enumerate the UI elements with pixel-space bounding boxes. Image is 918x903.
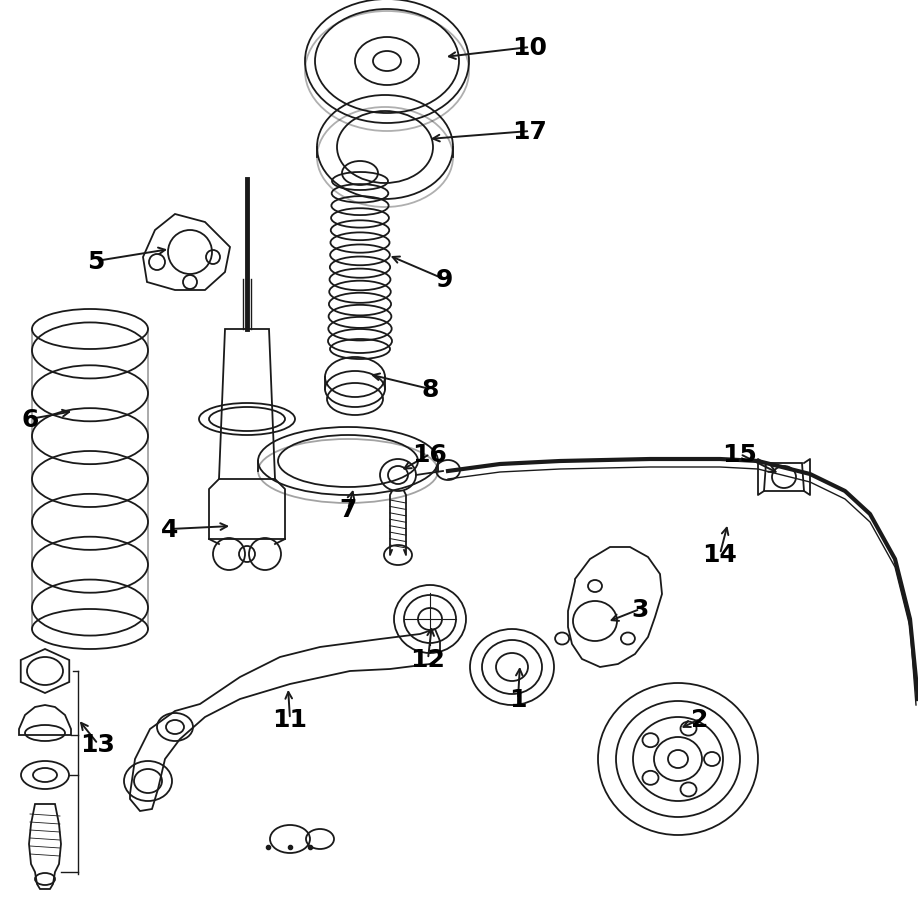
Text: 14: 14 — [702, 543, 737, 566]
Text: 1: 1 — [509, 687, 527, 712]
Text: 13: 13 — [81, 732, 116, 756]
Text: 12: 12 — [410, 647, 445, 671]
Text: 8: 8 — [421, 377, 439, 402]
Text: 2: 2 — [691, 707, 709, 731]
Text: 5: 5 — [87, 250, 105, 274]
Text: 6: 6 — [21, 407, 39, 432]
Text: 17: 17 — [512, 120, 547, 144]
Text: 3: 3 — [632, 598, 649, 621]
Text: 4: 4 — [162, 517, 179, 542]
Text: 10: 10 — [512, 36, 547, 60]
Text: 15: 15 — [722, 442, 757, 467]
Text: 11: 11 — [273, 707, 308, 731]
Text: 16: 16 — [412, 442, 447, 467]
Text: 9: 9 — [435, 267, 453, 292]
Text: 7: 7 — [340, 498, 357, 521]
